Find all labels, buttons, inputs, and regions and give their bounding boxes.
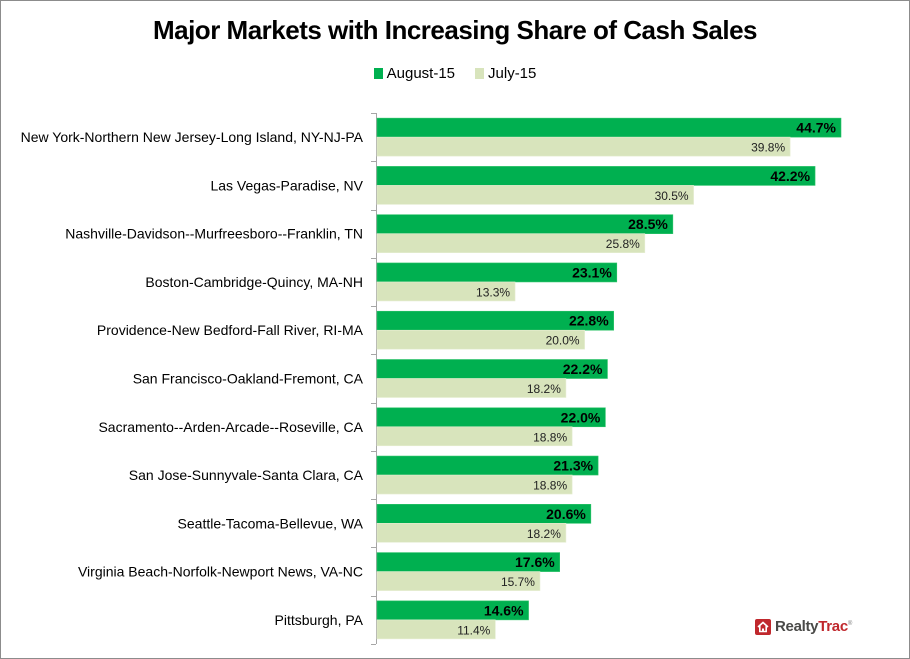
house-icon [755, 618, 771, 635]
legend-label-july: July-15 [488, 65, 537, 82]
data-label-august: 42.2% [770, 168, 810, 184]
data-label-august: 22.8% [569, 313, 609, 329]
bar-july[interactable] [376, 378, 567, 398]
legend: August-15 July-15 [1, 65, 909, 82]
data-label-august: 21.3% [553, 458, 593, 474]
category-label: Providence-New Bedford-Fall River, RI-MA [97, 322, 364, 338]
data-label-august: 17.6% [515, 554, 555, 570]
category-label: New York-Northern New Jersey-Long Island… [21, 129, 364, 145]
legend-swatch-august [373, 68, 383, 79]
data-label-august: 28.5% [628, 216, 668, 232]
data-label-july: 15.7% [501, 575, 535, 589]
category-label: San Francisco-Oakland-Fremont, CA [133, 371, 364, 387]
data-label-july: 18.2% [527, 382, 561, 396]
bar-july[interactable] [376, 523, 567, 543]
category-label: San Jose-Sunnyvale-Santa Clara, CA [129, 467, 364, 483]
category-label: Seattle-Tacoma-Bellevue, WA [178, 515, 364, 531]
data-label-july: 39.8% [751, 141, 785, 155]
data-label-august: 23.1% [572, 264, 612, 280]
legend-item-august[interactable]: August-15 [373, 65, 456, 82]
data-label-july: 18.8% [533, 430, 567, 444]
category-label: Sacramento--Arden-Arcade--Roseville, CA [98, 419, 363, 435]
bar-july[interactable] [376, 233, 646, 253]
category-label: Boston-Cambridge-Quincy, MA-NH [145, 274, 363, 290]
bar-july[interactable] [376, 329, 585, 350]
bar-july[interactable] [376, 619, 496, 640]
category-label: Pittsburgh, PA [275, 612, 364, 628]
data-label-july: 18.8% [533, 479, 567, 493]
chart-title: Major Markets with Increasing Share of C… [152, 15, 758, 45]
bar-august[interactable] [376, 166, 816, 186]
data-label-july: 25.8% [606, 237, 640, 251]
data-label-july: 30.5% [655, 189, 689, 203]
legend-item-july[interactable]: July-15 [475, 65, 536, 82]
data-label-august: 14.6% [484, 602, 524, 618]
category-label: Nashville-Davidson--Murfreesboro--Frankl… [65, 226, 363, 242]
category-label: Las Vegas-Paradise, NV [210, 177, 363, 193]
bar-july[interactable] [376, 426, 573, 447]
data-label-july: 13.3% [476, 285, 510, 299]
legend-swatch-july [475, 68, 485, 79]
data-label-august: 20.6% [546, 506, 586, 522]
data-label-july: 11.4% [457, 623, 490, 637]
bar-july[interactable] [376, 136, 791, 157]
data-label-august: 44.7% [796, 120, 836, 136]
logo-text: RealtyTrac® [775, 618, 853, 635]
legend-label-august: August-15 [386, 65, 456, 82]
bar-august[interactable] [376, 117, 842, 138]
data-label-august: 22.0% [561, 409, 601, 425]
bar-july[interactable] [376, 185, 694, 205]
data-label-july: 20.0% [546, 334, 580, 348]
data-label-august: 22.2% [563, 361, 603, 377]
bar-july[interactable] [376, 281, 516, 302]
realtytrac-logo: RealtyTrac® [755, 618, 852, 635]
data-label-july: 18.2% [527, 527, 561, 541]
bar-july[interactable] [376, 571, 541, 591]
bar-july[interactable] [376, 474, 573, 495]
category-label: Virginia Beach-Norfolk-Newport News, VA-… [78, 564, 363, 580]
